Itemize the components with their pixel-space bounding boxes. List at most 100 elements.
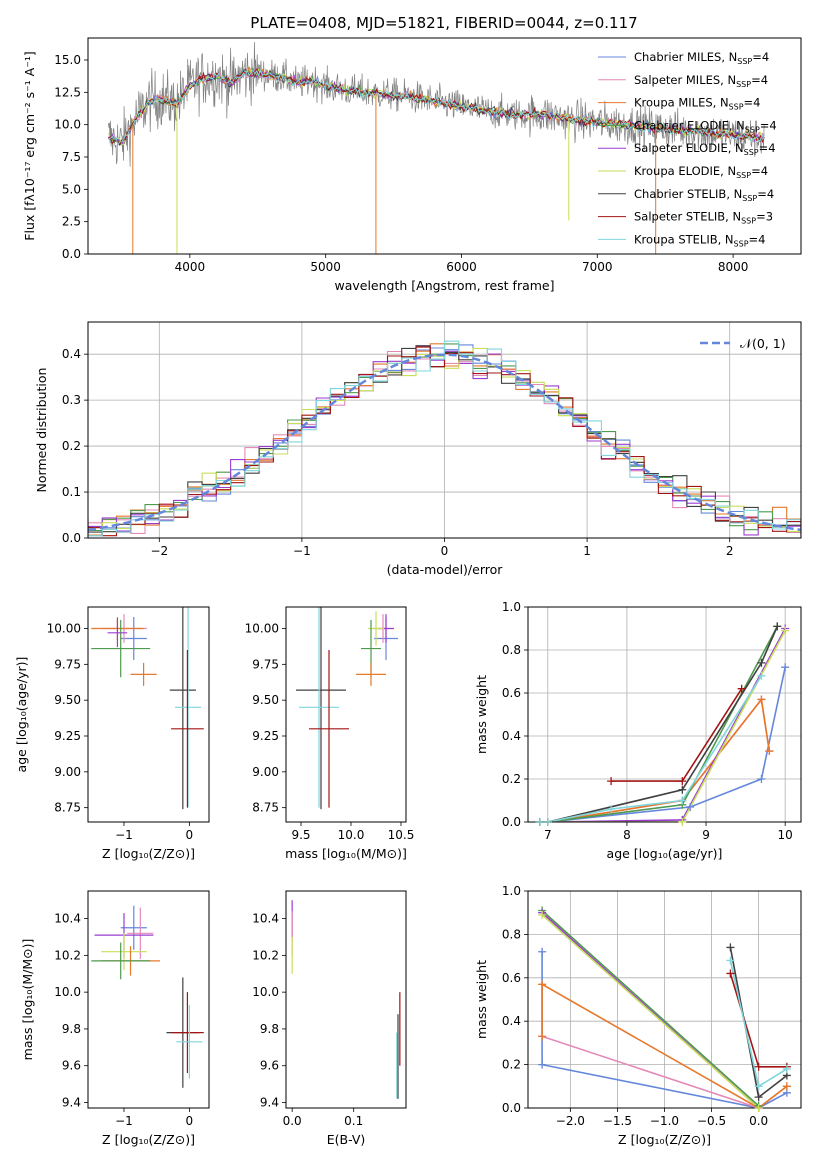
x-tick-label: 0.0 bbox=[749, 1114, 768, 1128]
x-axis-label: Z [log₁₀(Z/Z⊙)] bbox=[102, 1132, 195, 1147]
residual-histogram-line bbox=[88, 340, 801, 537]
y-tick-label: 10.4 bbox=[54, 912, 81, 926]
weight-point-marker bbox=[678, 818, 687, 826]
weight-point-marker bbox=[737, 684, 746, 693]
x-tick-label: 2 bbox=[726, 544, 734, 558]
plot-area-residuals bbox=[88, 340, 801, 537]
plot-area-age_vs_Z bbox=[91, 607, 204, 810]
x-tick-label: 7000 bbox=[582, 260, 613, 274]
y-tick-label: 9.4 bbox=[260, 1095, 279, 1109]
weight-series-line bbox=[539, 630, 786, 822]
weight-point-marker bbox=[773, 622, 782, 631]
weight-point-marker bbox=[678, 785, 687, 794]
x-tick-label: 0 bbox=[186, 1114, 194, 1128]
y-tick-label: 0.6 bbox=[502, 971, 521, 985]
y-tick-label: 0.4 bbox=[502, 729, 521, 743]
axes-residuals: −2 −1 0 1 2 0.0 0.1 0.2 0.3 0.4 (data-model)/error… bbox=[34, 321, 802, 577]
weight-point-marker bbox=[782, 1064, 791, 1073]
weight-point-marker bbox=[781, 626, 790, 635]
y-tick-label: 0.2 bbox=[502, 1058, 521, 1072]
weight-point-marker bbox=[678, 796, 687, 805]
x-tick-label: 8000 bbox=[718, 260, 749, 274]
x-axis-label: Z [log₁₀(Z/Z⊙)] bbox=[618, 1132, 711, 1147]
weight-point-marker bbox=[782, 1082, 791, 1091]
weight-point-marker bbox=[726, 956, 735, 965]
axes-mass_vs_ebv: 0.0 0.1 9.4 9.6 9.8 10.0 10.2 10.4 E(B-V) bbox=[252, 890, 407, 1147]
x-tick-label: 4000 bbox=[175, 260, 206, 274]
weight-point-marker bbox=[754, 1082, 763, 1091]
y-tick-label: 0.8 bbox=[502, 643, 521, 657]
y-tick-label: 10.2 bbox=[252, 948, 279, 962]
legend-entry: Chabrier ELODIE, NSSP=4 bbox=[634, 118, 777, 134]
weight-series-line bbox=[539, 675, 763, 822]
weight-point-marker bbox=[543, 818, 552, 826]
y-tick-label: 15.0 bbox=[54, 53, 81, 67]
weight-point-marker bbox=[607, 805, 616, 814]
axes-frame bbox=[527, 606, 802, 823]
plot-area-mass_vs_Z bbox=[91, 905, 204, 1088]
y-tick-label: 10.0 bbox=[54, 118, 81, 132]
legend-entry: Salpeter STELIB, NSSP=3 bbox=[634, 210, 773, 226]
x-tick-label: 7 bbox=[544, 828, 552, 842]
spectrum-legend: Chabrier MILES, NSSP=4 Salpeter MILES, NS… bbox=[598, 50, 777, 248]
axes-age_vs_mass: 9.5 10.0 10.5 8.75 9.00 9.25 9.50 9.75 10.00 mass… bbox=[245, 606, 415, 861]
y-tick-label: 1.0 bbox=[502, 600, 521, 614]
y-tick-label: 10.2 bbox=[54, 948, 81, 962]
weight-point-marker bbox=[757, 775, 766, 783]
y-tick-label: 9.25 bbox=[54, 729, 81, 743]
y-tick-label: 0.1 bbox=[62, 485, 81, 499]
y-tick-label: 0.0 bbox=[502, 1101, 521, 1115]
x-tick-label: −1 bbox=[115, 828, 133, 842]
figure-title: PLATE=0408, MJD=51821, FIBERID=0044, z=0… bbox=[250, 14, 637, 32]
legend-entry: 𝒩(0, 1) bbox=[740, 336, 786, 351]
axes-frame bbox=[285, 606, 407, 823]
model-spectrum-line bbox=[107, 68, 765, 146]
weight-series-line bbox=[541, 909, 760, 1107]
y-tick-label: 0.3 bbox=[62, 393, 81, 407]
y-tick-label: 0.8 bbox=[502, 927, 521, 941]
legend-entry: Chabrier MILES, NSSP=4 bbox=[634, 50, 769, 66]
y-tick-label: 9.50 bbox=[252, 693, 279, 707]
y-tick-label: 0.2 bbox=[502, 772, 521, 786]
plot-area-age_vs_mass bbox=[296, 607, 398, 810]
x-tick-label: 0 bbox=[441, 544, 449, 558]
weight-series-line bbox=[541, 982, 788, 1108]
weight-series-line bbox=[611, 688, 743, 782]
y-tick-label: 9.75 bbox=[54, 657, 81, 671]
y-tick-label: 0.2 bbox=[62, 439, 81, 453]
y-tick-label: 9.8 bbox=[260, 1022, 279, 1036]
y-axis-label: mass weight bbox=[474, 960, 489, 1039]
y-tick-label: 8.75 bbox=[54, 801, 81, 815]
y-tick-label: 12.5 bbox=[54, 85, 81, 99]
y-tick-label: 0.0 bbox=[62, 247, 81, 261]
weight-point-marker bbox=[538, 1032, 547, 1041]
weight-series-line bbox=[539, 626, 779, 822]
axes-frame bbox=[285, 890, 407, 1109]
x-tick-label: 0 bbox=[186, 828, 194, 842]
x-tick-label: −1.5 bbox=[603, 1114, 632, 1128]
plot-area-weight_vs_age bbox=[539, 626, 786, 822]
axes-age_vs_Z: −1 0 8.75 9.00 9.25 9.50 9.75 10.00 Z [log₁₀(Z/Z… bbox=[14, 606, 210, 861]
weight-point-marker bbox=[535, 818, 544, 826]
weight-point-marker bbox=[754, 1104, 763, 1112]
y-tick-label: 9.00 bbox=[54, 765, 81, 779]
gaussian-reference-line bbox=[88, 353, 801, 532]
weight-point-marker bbox=[607, 777, 616, 786]
weight-series-line bbox=[541, 914, 760, 1108]
y-tick-label: 0.4 bbox=[502, 1014, 521, 1028]
x-tick-label: 10 bbox=[778, 828, 793, 842]
x-axis-label: (data-model)/error bbox=[387, 562, 504, 577]
y-tick-label: 9.6 bbox=[260, 1059, 279, 1073]
x-tick-label: −2.0 bbox=[556, 1114, 585, 1128]
y-axis-label: Flux [fλ10⁻¹⁷ erg cm⁻² s⁻¹ A⁻¹] bbox=[22, 51, 37, 240]
weight-point-marker bbox=[678, 777, 687, 786]
x-tick-label: 0.0 bbox=[283, 1114, 302, 1128]
y-tick-label: 9.00 bbox=[252, 765, 279, 779]
legend-entry: Salpeter MILES, NSSP=4 bbox=[634, 73, 768, 89]
x-tick-label: 10.5 bbox=[388, 828, 415, 842]
axes-frame bbox=[87, 890, 210, 1109]
axes-mass_vs_Z: −1 0 9.4 9.6 9.8 10.0 10.2 10.4 Z [log₁₀(Z/Z⊙)] m… bbox=[20, 890, 210, 1147]
y-tick-label: 5.0 bbox=[62, 182, 81, 196]
y-tick-label: 9.4 bbox=[62, 1095, 81, 1109]
y-axis-label: Normed distribution bbox=[34, 368, 49, 493]
